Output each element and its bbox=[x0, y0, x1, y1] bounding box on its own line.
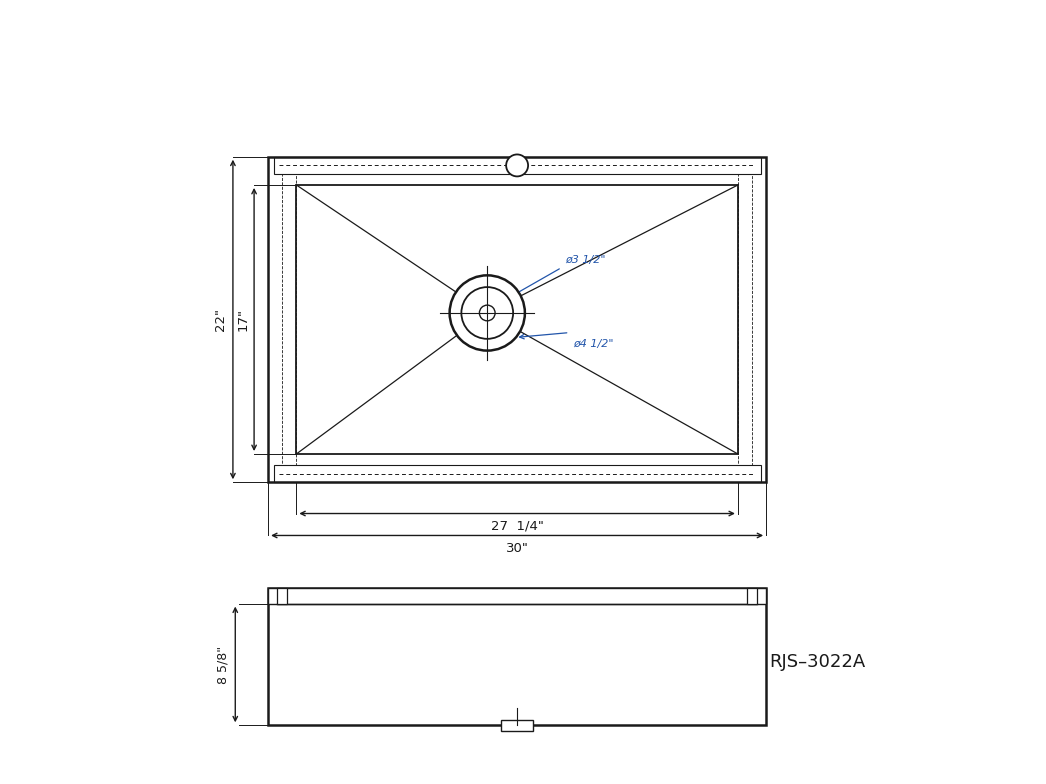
Circle shape bbox=[450, 275, 525, 350]
Text: 8 5/8": 8 5/8" bbox=[217, 645, 229, 684]
Bar bbox=[274, 157, 760, 174]
Text: RJS–3022A: RJS–3022A bbox=[769, 654, 865, 671]
Text: 27  1/4": 27 1/4" bbox=[491, 520, 544, 532]
Bar bbox=[268, 588, 766, 725]
Bar bbox=[268, 588, 766, 604]
Text: 17": 17" bbox=[236, 308, 250, 331]
Bar bbox=[501, 720, 532, 731]
Text: 30": 30" bbox=[505, 542, 528, 554]
Bar bbox=[737, 174, 752, 465]
Text: ø4 1/2": ø4 1/2" bbox=[573, 339, 614, 349]
Bar bbox=[274, 465, 760, 482]
Bar bbox=[296, 185, 737, 454]
Bar bbox=[747, 588, 757, 604]
Bar bbox=[282, 174, 296, 465]
Bar bbox=[268, 157, 766, 482]
Text: ø3 1/2": ø3 1/2" bbox=[566, 255, 606, 265]
Bar bbox=[277, 588, 287, 604]
Text: 22": 22" bbox=[213, 308, 227, 331]
Circle shape bbox=[506, 154, 528, 176]
